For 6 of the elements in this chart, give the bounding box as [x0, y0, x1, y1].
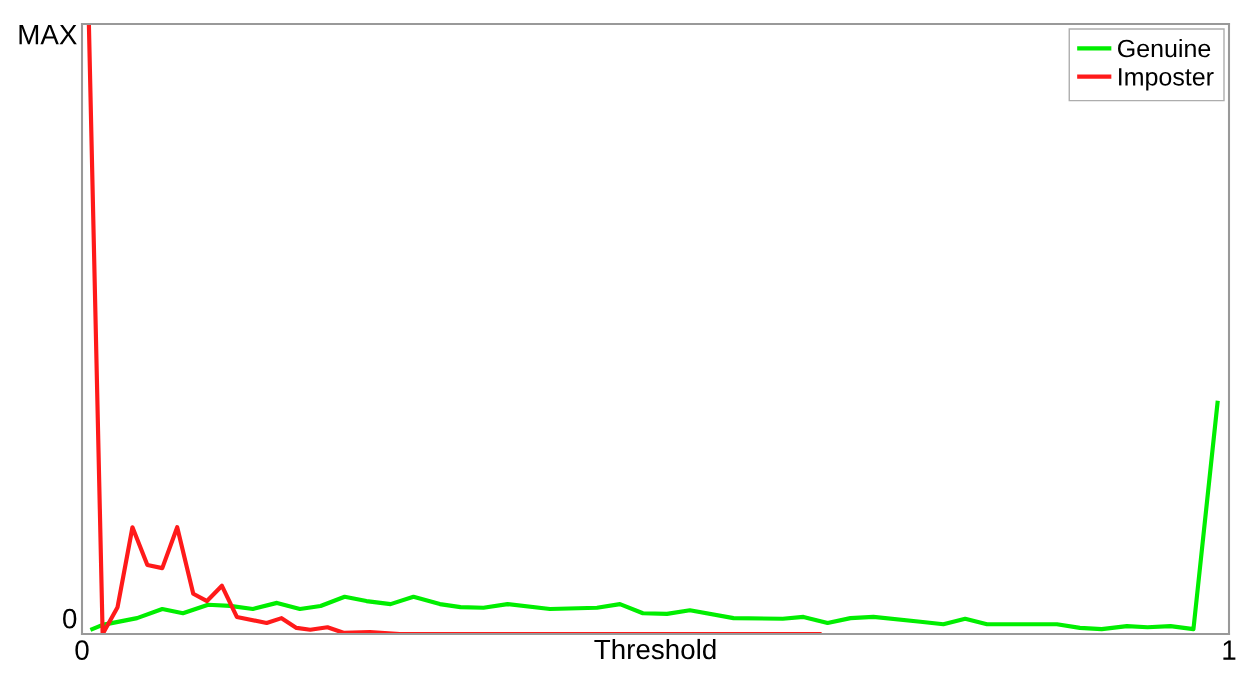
- legend-label: Imposter: [1119, 68, 1214, 91]
- legend-label: Genuine: [1118, 39, 1211, 58]
- text: 0: [63, 608, 77, 629]
- x-axis-title: Threshold: [594, 638, 716, 660]
- x-tick-label: 1: [1223, 640, 1236, 660]
- text: MAX: [19, 25, 77, 45]
